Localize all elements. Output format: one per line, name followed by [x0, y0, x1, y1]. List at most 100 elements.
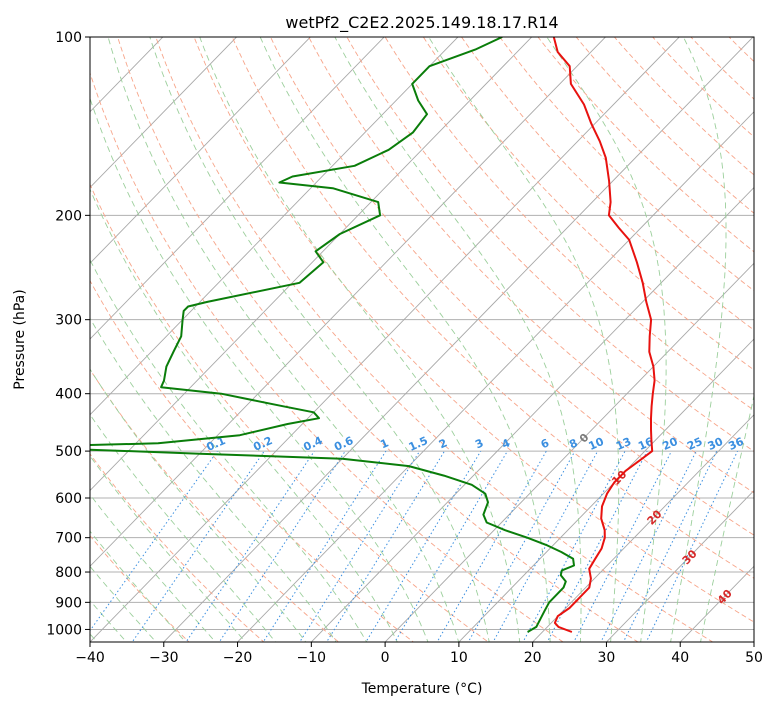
- x-tick-label: −20: [223, 650, 253, 666]
- isotherm-line: [90, 37, 607, 567]
- moist-adiabat-line: [334, 37, 582, 642]
- moist-adiabat-line: [90, 258, 368, 642]
- mixing-ratio-line: [492, 450, 599, 642]
- isotherm-line: [90, 37, 533, 492]
- moist-adiabat-line: [670, 37, 727, 642]
- mixing-ratio-line: [131, 450, 265, 642]
- dry-adiabat-line: [613, 37, 754, 176]
- isotherm-line: [605, 489, 754, 642]
- y-tick-label: 1000: [46, 622, 82, 638]
- dry-adiabat-line: [90, 71, 564, 642]
- moist-adiabat-line: [90, 188, 398, 642]
- moist-adiabat-line: [90, 530, 187, 642]
- mixing-ratio-line: [90, 450, 218, 632]
- x-tick-label: 20: [524, 650, 542, 666]
- dry-adiabat-line: [90, 183, 490, 642]
- dry-adiabat-line: [308, 37, 754, 494]
- isotherm-line: [90, 37, 238, 189]
- mixing-ratio-line: [546, 450, 648, 642]
- y-tick-label: 800: [55, 565, 82, 581]
- dry-adiabat-line: [231, 37, 754, 579]
- mixing-ratio-label: 20: [660, 435, 680, 453]
- mixing-ratio-line: [622, 450, 718, 642]
- y-tick-label: 900: [55, 595, 82, 611]
- mixing-ratio-labels: 0.1 0.2 0.4 0.6 1 1.5 2 3 4 6 8 10 13 16 20 25 30 36: [204, 434, 746, 454]
- dry-adiabat-line: [193, 37, 754, 623]
- x-tick-label: −30: [149, 650, 179, 666]
- isotherm-line: [90, 37, 385, 340]
- mixing-ratio-label: 36: [726, 435, 746, 453]
- mixing-ratio-label: 25: [685, 435, 704, 453]
- dry-adiabat-line: [537, 37, 754, 253]
- isotherm-line: [163, 37, 754, 642]
- isotherm-line: [90, 37, 680, 642]
- mixing-ratio-line: [522, 450, 626, 642]
- moist-adiabat-line: [90, 96, 429, 642]
- y-tick-label: 300: [55, 313, 82, 329]
- moist-adiabat-line: [700, 393, 754, 642]
- moist-adiabat-line: [90, 413, 277, 642]
- y-tick-label: 400: [55, 387, 82, 403]
- mixing-ratio-line: [645, 450, 738, 642]
- dry-adiabat-line: [754, 24, 775, 652]
- moist-adiabat-line: [259, 37, 551, 642]
- moist-adiabat-line: [90, 455, 246, 642]
- y-tick-label: 600: [55, 491, 82, 507]
- mixing-ratio-label: 4: [500, 436, 513, 451]
- x-tick-label: −10: [297, 650, 327, 666]
- mixing-ratio-line: [600, 450, 697, 642]
- dry-adiabat-line: [652, 37, 754, 138]
- dry-adiabat-line: [270, 37, 754, 536]
- mixing-ratio-label: 3: [473, 436, 485, 451]
- mixing-ratio-line: [185, 450, 315, 642]
- dewpoint-profile: [90, 37, 575, 633]
- isotherm-line: [532, 414, 754, 642]
- background-lines: [90, 24, 775, 652]
- x-tick-label: −40: [75, 650, 105, 666]
- dry-adiabat-line: [90, 453, 265, 642]
- y-tick-label: 200: [55, 208, 82, 224]
- dry-adiabat-line: [90, 368, 340, 642]
- isotherm-line: [236, 111, 754, 642]
- isotherm-line: [384, 262, 754, 642]
- mixing-ratio-line: [262, 450, 387, 642]
- mixing-ratio-label: 13: [614, 435, 633, 453]
- x-tick-label: 0: [381, 650, 390, 666]
- moist-adiabat-line: [107, 37, 460, 642]
- x-tick-label: 30: [598, 650, 616, 666]
- moist-adiabat-line: [90, 493, 217, 642]
- isotherm-line: [310, 186, 754, 642]
- isotherm-line: [90, 37, 459, 416]
- x-axis-label: Temperature (°C): [361, 681, 483, 697]
- dry-adiabat-line: [90, 534, 190, 642]
- mixing-ratio-label: 6: [539, 436, 552, 451]
- moist-adiabat-line: [546, 37, 667, 642]
- moist-adiabat-line: [90, 317, 337, 642]
- x-tick-label: 40: [671, 650, 689, 666]
- mixing-ratio-label: 2: [437, 436, 449, 451]
- mixing-ratio-line: [218, 450, 346, 642]
- x-axis-ticks: −40 −30 −20 −10 0 10 20 30 40 50: [75, 642, 763, 666]
- plot-area: 0.1 0.2 0.4 0.6 1 1.5 2 3 4 6 8 10 13 16 20 25 30 36 -100…: [90, 24, 775, 652]
- mixing-ratio-line: [394, 450, 508, 642]
- moist-adiabat-line: [149, 37, 490, 642]
- mixing-ratio-line: [467, 450, 576, 642]
- isotherm-line: [458, 338, 754, 642]
- dry-adiabat-line: [422, 37, 754, 371]
- isotherm-line: [90, 37, 312, 264]
- moist-adiabat-line: [90, 368, 307, 642]
- dry-adiabat-line: [728, 37, 754, 63]
- dry-adiabat-line: [384, 37, 754, 411]
- profile-series: [90, 37, 656, 633]
- moist-adiabat-line: [199, 37, 521, 642]
- dry-adiabat-line: [346, 37, 754, 452]
- moist-adiabat-line: [428, 37, 620, 642]
- mixing-ratio-label: 10: [587, 435, 607, 453]
- chart-title: wetPf2_C2E2.2025.149.18.17.R14: [285, 13, 558, 33]
- dry-adiabat-line: [155, 37, 714, 642]
- mixing-ratio-line: [365, 450, 482, 642]
- x-tick-label: 10: [450, 650, 468, 666]
- x-tick-label: 50: [745, 650, 763, 666]
- mixing-ratio-line: [436, 450, 547, 642]
